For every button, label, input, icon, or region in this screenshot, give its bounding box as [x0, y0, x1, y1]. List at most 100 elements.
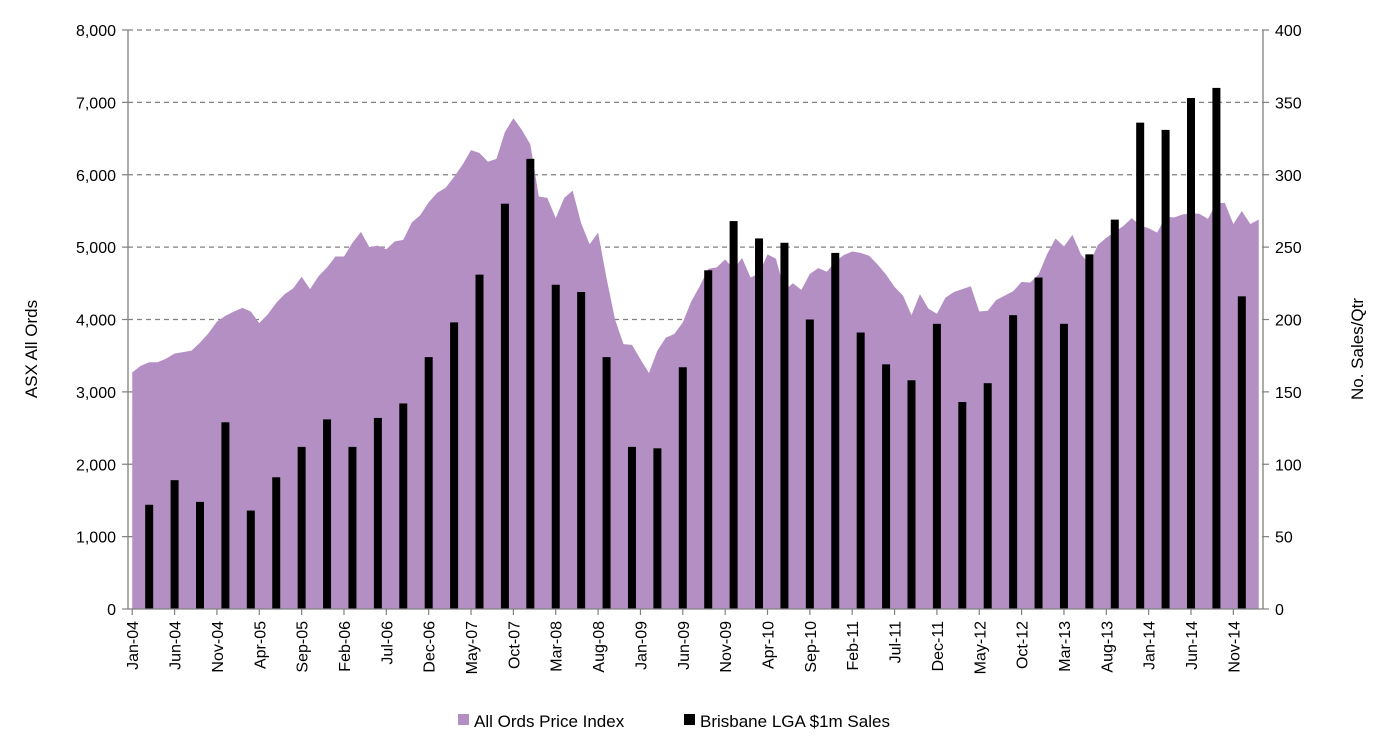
- x-tick-label: Mar-08: [549, 621, 566, 672]
- bar-brisbane-sales: [780, 242, 789, 609]
- bar-brisbane-sales: [678, 367, 687, 609]
- bar-brisbane-sales: [348, 446, 357, 609]
- x-tick-label: Feb-11: [845, 621, 862, 671]
- bar-brisbane-sales: [297, 446, 306, 609]
- left-tick-label: 5,000: [76, 240, 116, 257]
- left-tick-label: 2,000: [76, 457, 116, 474]
- bar-brisbane-sales: [653, 448, 662, 609]
- x-tick-label: Oct-07: [506, 621, 523, 669]
- left-axis-tick-labels: 0 1,000 2,000 3,000 4,000 5,000 6,000 7,000 8,00…: [76, 23, 128, 619]
- x-tick-label: Jan-14: [1142, 621, 1159, 670]
- right-tick-label: 50: [1275, 530, 1293, 547]
- bar-brisbane-sales: [196, 501, 204, 609]
- bar-brisbane-sales: [958, 402, 967, 609]
- bar-brisbane-sales: [831, 252, 840, 610]
- bar-brisbane-sales: [1034, 277, 1043, 609]
- bar-brisbane-sales: [246, 510, 255, 609]
- bar-brisbane-sales: [170, 480, 179, 609]
- bar-series-layer: [145, 87, 1246, 610]
- x-tick-label: Feb-06: [337, 621, 354, 672]
- right-tick-label: 250: [1275, 240, 1302, 257]
- x-tick-label: Nov-04: [210, 621, 227, 673]
- bar-brisbane-sales: [627, 446, 636, 609]
- legend-label-bars: Brisbane LGA $1m Sales: [700, 712, 890, 731]
- bar-brisbane-sales: [551, 284, 560, 609]
- left-tick-label: 6,000: [76, 168, 116, 185]
- right-tick-label: 200: [1275, 313, 1302, 330]
- bar-brisbane-sales: [602, 357, 611, 609]
- bar-brisbane-sales: [932, 323, 941, 609]
- x-tick-label: Apr-10: [761, 621, 778, 669]
- x-tick-label: Jan-09: [633, 621, 650, 670]
- x-tick-label: Jul-11: [888, 621, 905, 663]
- right-tick-label: 0: [1275, 602, 1284, 619]
- bar-brisbane-sales: [1161, 129, 1170, 609]
- bar-brisbane-sales: [1237, 296, 1246, 609]
- legend-label-area: All Ords Price Index: [474, 712, 625, 731]
- left-tick-label: 8,000: [76, 23, 116, 40]
- x-tick-label: May-07: [464, 621, 481, 674]
- left-tick-label: 0: [107, 602, 116, 619]
- bar-brisbane-sales: [373, 417, 382, 609]
- bar-brisbane-sales: [882, 364, 891, 609]
- right-tick-label: 300: [1275, 168, 1302, 185]
- x-tick-label: Mar-13: [1057, 621, 1074, 672]
- bar-brisbane-sales: [526, 158, 535, 609]
- bar-brisbane-sales: [475, 274, 484, 609]
- area-series-layer: [132, 118, 1259, 610]
- bar-brisbane-sales: [1110, 219, 1119, 609]
- right-tick-label: 400: [1275, 23, 1302, 40]
- bar-brisbane-sales: [1212, 87, 1221, 609]
- x-tick-label: Jul-06: [379, 621, 396, 665]
- x-tick-label: Jun-04: [168, 621, 185, 670]
- x-tick-label: Nov-09: [718, 621, 735, 673]
- bar-brisbane-sales: [399, 403, 408, 609]
- bar-brisbane-sales: [424, 357, 433, 609]
- bar-brisbane-sales: [1059, 323, 1068, 609]
- bar-brisbane-sales: [500, 203, 509, 609]
- legend-swatch-area: [458, 714, 469, 725]
- bar-brisbane-sales: [221, 422, 230, 609]
- right-tick-label: 100: [1275, 457, 1302, 474]
- bar-brisbane-sales: [145, 504, 154, 609]
- x-tick-label: Oct-12: [1015, 621, 1032, 669]
- legend: All Ords Price Index Brisbane LGA $1m Sa…: [458, 712, 890, 731]
- right-tick-label: 150: [1275, 385, 1302, 402]
- bar-brisbane-sales: [704, 270, 713, 609]
- x-tick-label: Aug-08: [591, 621, 608, 673]
- x-tick-label: Sep-05: [295, 621, 312, 673]
- bar-brisbane-sales: [1136, 122, 1145, 609]
- left-tick-label: 1,000: [76, 530, 116, 547]
- bar-brisbane-sales: [907, 380, 916, 609]
- bar-brisbane-sales: [983, 383, 992, 609]
- bar-brisbane-sales: [755, 238, 764, 609]
- x-tick-label: Nov-14: [1226, 621, 1243, 673]
- x-tick-label: Apr-05: [252, 621, 269, 669]
- bar-brisbane-sales: [856, 332, 865, 609]
- x-tick-label: Sep-10: [803, 621, 820, 673]
- x-tick-label: Jan-04: [125, 621, 142, 670]
- bar-brisbane-sales: [1187, 98, 1195, 609]
- x-tick-label: Jun-09: [676, 621, 693, 670]
- bar-brisbane-sales: [805, 319, 814, 609]
- x-tick-label: Dec-06: [422, 621, 439, 673]
- right-tick-label: 350: [1275, 95, 1302, 112]
- x-tick-label: Aug-13: [1099, 621, 1116, 673]
- bar-brisbane-sales: [729, 221, 738, 609]
- bar-brisbane-sales: [577, 292, 586, 609]
- bar-brisbane-sales: [323, 419, 332, 609]
- left-axis-title: ASX All Ords: [22, 300, 41, 398]
- x-tick-label: May-12: [972, 621, 989, 674]
- bar-brisbane-sales: [1085, 254, 1094, 610]
- right-axis-tick-labels: 0 50 100 150 200 250 300 350 400: [1263, 23, 1302, 619]
- left-tick-label: 3,000: [76, 385, 116, 402]
- bar-brisbane-sales: [1009, 315, 1018, 609]
- x-tick-label: Dec-11: [930, 621, 947, 671]
- area-all-ords-price-index: [132, 118, 1259, 610]
- left-tick-label: 4,000: [76, 313, 116, 330]
- x-tick-label: Jun-14: [1184, 621, 1201, 670]
- bar-brisbane-sales: [450, 322, 459, 609]
- x-axis-tick-labels: Jan-04 Jun-04 Nov-04 Apr-05 Sep-05 Feb-06 Jul-…: [125, 609, 1243, 674]
- left-tick-label: 7,000: [76, 95, 116, 112]
